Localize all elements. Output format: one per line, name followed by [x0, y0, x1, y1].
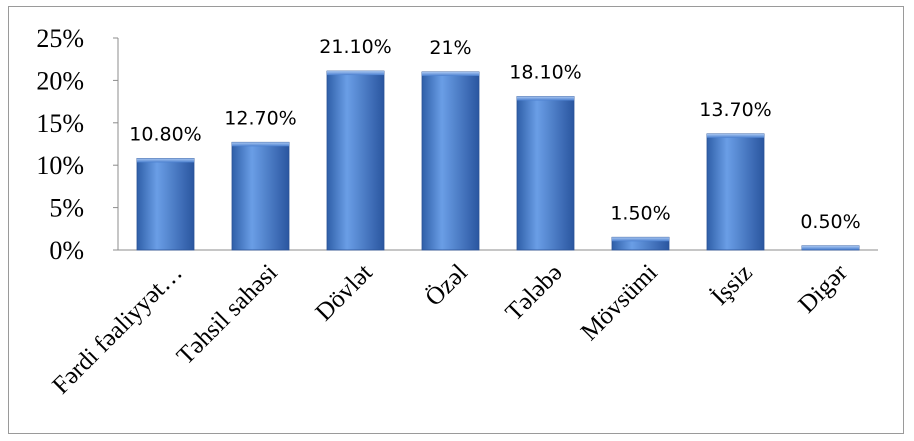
- bar: [136, 158, 195, 251]
- y-tick-label: 20%: [36, 66, 84, 95]
- bar-top-highlight: [612, 237, 669, 242]
- bar: [231, 141, 290, 251]
- data-label: 0.50%: [800, 211, 860, 233]
- data-label: 13.70%: [699, 99, 771, 121]
- bar-top-highlight: [422, 71, 479, 76]
- data-label: 21.10%: [319, 36, 391, 58]
- bar: [516, 96, 575, 251]
- y-tick-label: 15%: [36, 109, 84, 138]
- bar: [421, 71, 480, 251]
- y-tick-label: 0%: [49, 236, 84, 265]
- bar-top-highlight: [232, 142, 289, 147]
- x-tick-label: Fərdi fəaliyyət…: [47, 259, 187, 399]
- bar: [706, 133, 765, 251]
- x-tick-label: Tələbə: [501, 259, 568, 326]
- data-label: 12.70%: [224, 107, 296, 129]
- x-tick-label: Digər: [793, 259, 853, 319]
- y-tick-label: 10%: [36, 151, 84, 180]
- y-tick-label: 5%: [49, 194, 84, 223]
- x-tick-label: İşsiz: [706, 259, 757, 310]
- x-tick-label: Dövlət: [311, 259, 378, 326]
- y-tick-label: 25%: [36, 24, 84, 53]
- data-label: 18.10%: [509, 62, 581, 84]
- x-tick-label: Mövsümi: [576, 259, 663, 346]
- bar-top-highlight: [327, 71, 384, 76]
- x-tick-label: Özəl: [420, 259, 473, 312]
- bar-top-highlight: [707, 133, 764, 138]
- bar-top-highlight: [802, 245, 859, 250]
- data-label: 1.50%: [610, 202, 670, 224]
- data-label: 10.80%: [129, 123, 201, 145]
- data-label: 21%: [429, 37, 471, 59]
- bar-top-highlight: [517, 96, 574, 101]
- x-tick-label: Təhsil sahəsi: [172, 259, 283, 370]
- bar: [326, 70, 385, 251]
- bar-top-highlight: [137, 158, 194, 163]
